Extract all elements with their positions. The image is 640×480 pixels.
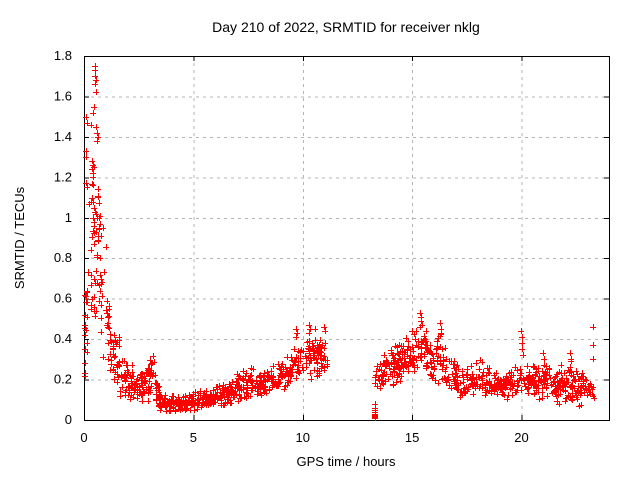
chart-title: Day 210 of 2022, SRMTID for receiver nkl…	[212, 19, 480, 35]
y-tick-label: 1	[65, 210, 72, 225]
x-tick-label: 15	[405, 430, 419, 445]
y-tick-label: 0.6	[54, 291, 72, 306]
y-axis-label: SRMTID / TECUs	[12, 186, 27, 289]
data-points-layer	[82, 63, 597, 421]
tick-marks	[84, 56, 609, 421]
x-tick-label: 20	[514, 430, 528, 445]
tick-label-layer: 0 5 10 15 20 0 0.2 0.4 0.6 0.8 1 1.2 1.4 1.6 1.8	[54, 48, 529, 445]
x-tick-label: 0	[80, 430, 87, 445]
y-tick-label: 1.4	[54, 129, 72, 144]
plot-border	[84, 56, 610, 421]
axis-layer	[84, 56, 610, 421]
x-tick-label: 10	[296, 430, 310, 445]
y-tick-label: 1.6	[54, 88, 72, 103]
grid-lines	[84, 56, 609, 420]
y-tick-label: 0.4	[54, 331, 72, 346]
y-tick-label: 0.2	[54, 372, 72, 387]
x-axis-label: GPS time / hours	[297, 454, 396, 469]
scatter-points	[82, 63, 597, 421]
x-tick-label: 5	[190, 430, 197, 445]
y-tick-label: 1.2	[54, 169, 72, 184]
y-tick-label: 0.8	[54, 250, 72, 265]
y-tick-label: 1.8	[54, 48, 72, 63]
y-tick-label: 0	[65, 412, 72, 427]
grid-layer	[84, 56, 609, 420]
